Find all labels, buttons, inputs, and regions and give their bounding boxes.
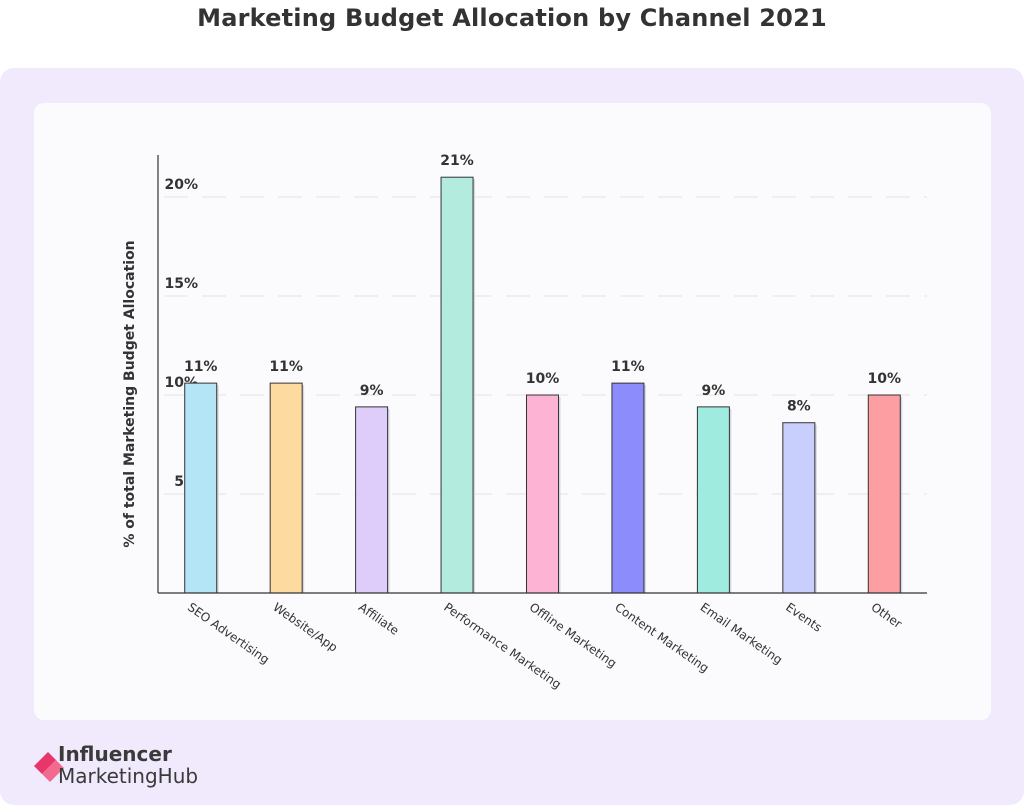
x-tick-label-content-marketing: Content Marketing <box>612 600 711 675</box>
data-label-seo-advertising: 11% <box>184 359 218 375</box>
x-tick-label-seo-advertising: SEO Advertising <box>185 600 272 667</box>
x-tick-label-website-app: Website/App <box>270 600 340 655</box>
chart-title: Marketing Budget Allocation by Channel 2… <box>197 4 827 32</box>
data-label-offline-marketing: 10% <box>526 371 560 387</box>
bar-offline-marketing <box>526 394 559 594</box>
x-tick-label-other: Other <box>869 600 905 631</box>
bar-email-marketing <box>696 406 730 594</box>
x-tick-label-email-marketing: Email Marketing <box>698 600 785 667</box>
brand-logo: Influencer MarketingHub <box>34 742 234 794</box>
data-label-events: 8% <box>787 399 811 415</box>
y-tick-label: 20% <box>164 177 198 193</box>
bar-chart: 5%10%15%20% 11%11%9%21%10%11%9%8%10% SEO… <box>122 153 927 692</box>
data-label-performance-marketing: 21% <box>440 153 474 169</box>
y-tick-label: 15% <box>164 276 198 292</box>
data-label-other: 10% <box>868 371 902 387</box>
data-label-website-app: 11% <box>269 359 303 375</box>
bar-performance-marketing <box>440 176 474 594</box>
bar-content-marketing <box>611 382 645 594</box>
brand-name-line2: MarketingHub <box>58 764 199 788</box>
bars <box>184 176 903 594</box>
y-axis-title: % of total Marketing Budget Allocation <box>122 240 138 547</box>
data-label-content-marketing: 11% <box>611 359 645 375</box>
brand-mark-icon <box>34 752 64 782</box>
data-label-email-marketing: 9% <box>701 383 725 399</box>
x-tick-label-affiliate: Affiliate <box>356 600 402 638</box>
data-label-affiliate: 9% <box>360 383 384 399</box>
brand-name-line1: Influencer <box>58 742 172 766</box>
bar-other <box>867 394 901 594</box>
bar-seo-advertising <box>184 382 218 594</box>
x-tick-label-offline-marketing: Offline Marketing <box>527 600 619 671</box>
data-labels: 11% 11% 9% 21% 10% 11% 9% 8% 10% <box>184 153 901 415</box>
bar-affiliate <box>355 406 389 594</box>
bar-events <box>782 422 816 594</box>
bar-website-app <box>269 382 303 594</box>
x-tick-label-events: Events <box>783 600 824 635</box>
